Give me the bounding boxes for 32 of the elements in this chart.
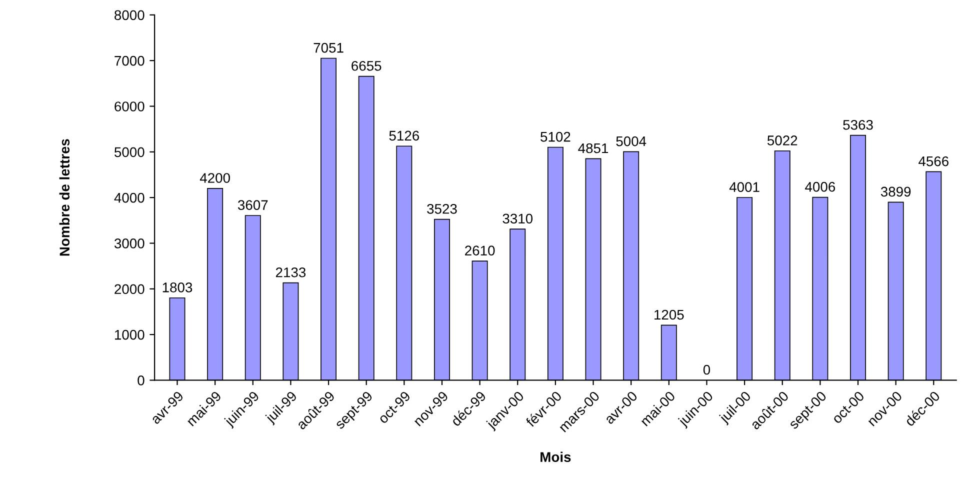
y-axis-title: Nombre de lettres bbox=[59, 139, 70, 256]
data-label: 4006 bbox=[805, 182, 836, 192]
y-tick-label: 0 bbox=[138, 376, 144, 386]
data-label: 3523 bbox=[427, 204, 457, 214]
data-label: 1803 bbox=[162, 282, 192, 292]
data-label: 5022 bbox=[767, 136, 798, 146]
y-tick-label: 4000 bbox=[114, 192, 144, 203]
y-tick-label: 8000 bbox=[114, 10, 144, 20]
y-tick-label: 3000 bbox=[114, 238, 144, 248]
data-label: 3899 bbox=[880, 186, 911, 197]
data-label: 4566 bbox=[918, 156, 948, 166]
y-tick-label: 6000 bbox=[114, 102, 144, 112]
data-label: 7051 bbox=[314, 42, 344, 53]
data-label: 5102 bbox=[540, 132, 570, 142]
data-label: 1205 bbox=[654, 310, 684, 320]
data-label: 0 bbox=[703, 364, 710, 375]
data-label: 4851 bbox=[578, 143, 608, 154]
data-label: 5004 bbox=[616, 136, 646, 146]
data-label: 5126 bbox=[389, 130, 420, 141]
y-tick-label: 7000 bbox=[114, 56, 144, 66]
y-tick-label: 1000 bbox=[115, 330, 144, 340]
data-label: 4001 bbox=[729, 182, 760, 192]
y-tick-label: 5000 bbox=[114, 147, 144, 158]
data-label: 4200 bbox=[200, 173, 230, 183]
x-axis-title: Mois bbox=[540, 452, 571, 462]
data-label: 3310 bbox=[502, 214, 533, 224]
y-tick-label: 2000 bbox=[114, 284, 144, 294]
data-label: 5363 bbox=[843, 120, 873, 130]
data-label: 2610 bbox=[465, 246, 495, 256]
data-label: 2133 bbox=[276, 267, 306, 278]
data-label: 6655 bbox=[352, 60, 382, 71]
data-label: 3607 bbox=[238, 200, 268, 210]
